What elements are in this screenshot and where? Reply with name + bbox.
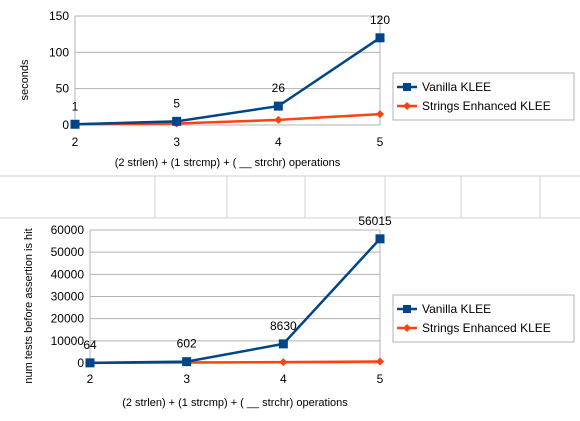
x-tick-label: 4 — [275, 135, 282, 149]
vanilla-klee-point — [182, 357, 192, 367]
y-tick-label: 20000 — [51, 312, 85, 326]
y-tick-label: 150 — [49, 9, 69, 23]
y-tick-label: 0 — [62, 118, 69, 132]
vanilla-klee-point — [278, 339, 288, 349]
legend-entry-label: Vanilla KLEE — [422, 302, 491, 316]
vanilla-klee-line — [74, 36, 381, 126]
strings-enhanced-klee-point — [376, 110, 384, 119]
y-tick-label: 100 — [49, 45, 69, 59]
vanilla-klee-point — [375, 33, 385, 43]
vanilla-klee-line — [89, 237, 381, 365]
vanilla-klee-point — [85, 358, 95, 368]
y-tick-label: 60000 — [51, 223, 85, 237]
vanilla-klee-point — [172, 116, 182, 126]
x-tick-label: 5 — [377, 135, 384, 149]
y-tick-label: 50000 — [51, 245, 85, 259]
vanilla-klee-data-label: 26 — [272, 81, 286, 95]
vanilla-klee-data-label: 5 — [173, 96, 180, 110]
vanilla-klee-point — [70, 119, 80, 129]
x-tick-label: 4 — [280, 372, 287, 386]
y-axis-title: num tests before assertion is hit — [23, 228, 35, 383]
strings-enhanced-klee-point — [376, 357, 384, 366]
y-tick-label: 10000 — [51, 334, 85, 348]
legend-box — [392, 72, 575, 121]
y-axis-title: seconds — [19, 59, 31, 100]
vanilla-klee-data-label: 64 — [83, 338, 97, 352]
strings-enhanced-klee-legend-marker — [403, 324, 411, 332]
legend-box — [392, 294, 575, 343]
vanilla-klee-data-label: 8630 — [270, 319, 297, 333]
vanilla-klee-legend-marker — [403, 305, 411, 313]
legend-entry-label: Strings Enhanced KLEE — [422, 99, 551, 113]
legend-entry-label: Strings Enhanced KLEE — [422, 321, 551, 335]
strings-enhanced-klee-point — [279, 358, 288, 367]
x-tick-label: 3 — [183, 372, 190, 386]
strings-enhanced-klee-point — [274, 115, 283, 124]
vanilla-klee-data-label: 1 — [72, 99, 79, 113]
x-tick-label: 5 — [377, 372, 384, 386]
x-tick-label: 2 — [87, 372, 94, 386]
strings-enhanced-klee-legend-marker — [403, 102, 411, 110]
vanilla-klee-data-label: 56015 — [358, 214, 392, 228]
y-tick-label: 40000 — [51, 267, 85, 281]
y-tick-label: 0 — [77, 356, 84, 370]
y-tick-label: 50 — [56, 82, 70, 96]
vanilla-klee-data-label: 120 — [370, 13, 390, 27]
x-tick-label: 3 — [173, 135, 180, 149]
x-tick-label: 2 — [72, 135, 79, 149]
vanilla-klee-legend-marker — [403, 83, 411, 91]
x-axis-title: (2 strlen) + (1 strcmp) + ( __ strchr) o… — [115, 157, 341, 169]
x-axis-title: (2 strlen) + (1 strcmp) + ( __ strchr) o… — [122, 397, 348, 409]
vanilla-klee-data-label: 602 — [177, 337, 197, 351]
vanilla-klee-point — [375, 234, 385, 244]
vanilla-klee-point — [273, 101, 283, 111]
legend-entry-label: Vanilla KLEE — [422, 80, 491, 94]
y-tick-label: 30000 — [51, 290, 85, 304]
